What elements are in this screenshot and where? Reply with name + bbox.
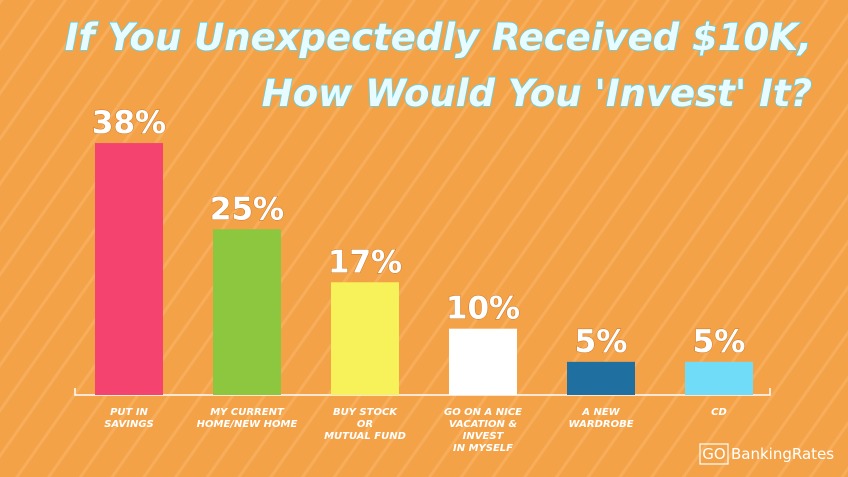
category-label: PUT IN bbox=[110, 407, 148, 418]
bar bbox=[685, 361, 753, 395]
category-label: MUTUAL FUND bbox=[324, 431, 406, 442]
chart-title: How Would You 'Invest' It? bbox=[262, 72, 812, 115]
category-label: WARDROBE bbox=[568, 419, 633, 430]
category-label: GO ON A NICE bbox=[444, 407, 522, 418]
bar bbox=[331, 282, 399, 395]
bar bbox=[213, 229, 281, 395]
category-label: IN MYSELF bbox=[453, 443, 513, 454]
bar bbox=[449, 328, 517, 395]
category-label: A NEW bbox=[581, 407, 620, 418]
logo: GO BankingRates bbox=[699, 443, 834, 465]
value-label: 5% bbox=[575, 324, 628, 360]
chart-title: If You Unexpectedly Received $10K, bbox=[65, 16, 812, 59]
baseline bbox=[74, 388, 771, 396]
category-label: VACATION & bbox=[449, 419, 518, 430]
value-label: 25% bbox=[210, 191, 284, 227]
logo-mark: GO bbox=[702, 445, 725, 463]
value-label: 38% bbox=[92, 105, 166, 141]
value-label: 17% bbox=[328, 244, 402, 280]
category-label: INVEST bbox=[463, 431, 505, 442]
category-label: SAVINGS bbox=[104, 419, 154, 430]
category-label: MY CURRENT bbox=[210, 407, 285, 418]
logo-text: BankingRates bbox=[731, 445, 834, 463]
bar bbox=[95, 143, 163, 395]
bar bbox=[567, 361, 635, 395]
category-label: HOME/NEW HOME bbox=[197, 419, 298, 430]
category-label: BUY STOCK bbox=[333, 407, 398, 418]
logo-box bbox=[699, 443, 729, 465]
value-label: 10% bbox=[446, 291, 520, 327]
category-label: CD bbox=[711, 407, 727, 418]
value-label: 5% bbox=[693, 324, 746, 360]
category-label: OR bbox=[357, 419, 373, 430]
